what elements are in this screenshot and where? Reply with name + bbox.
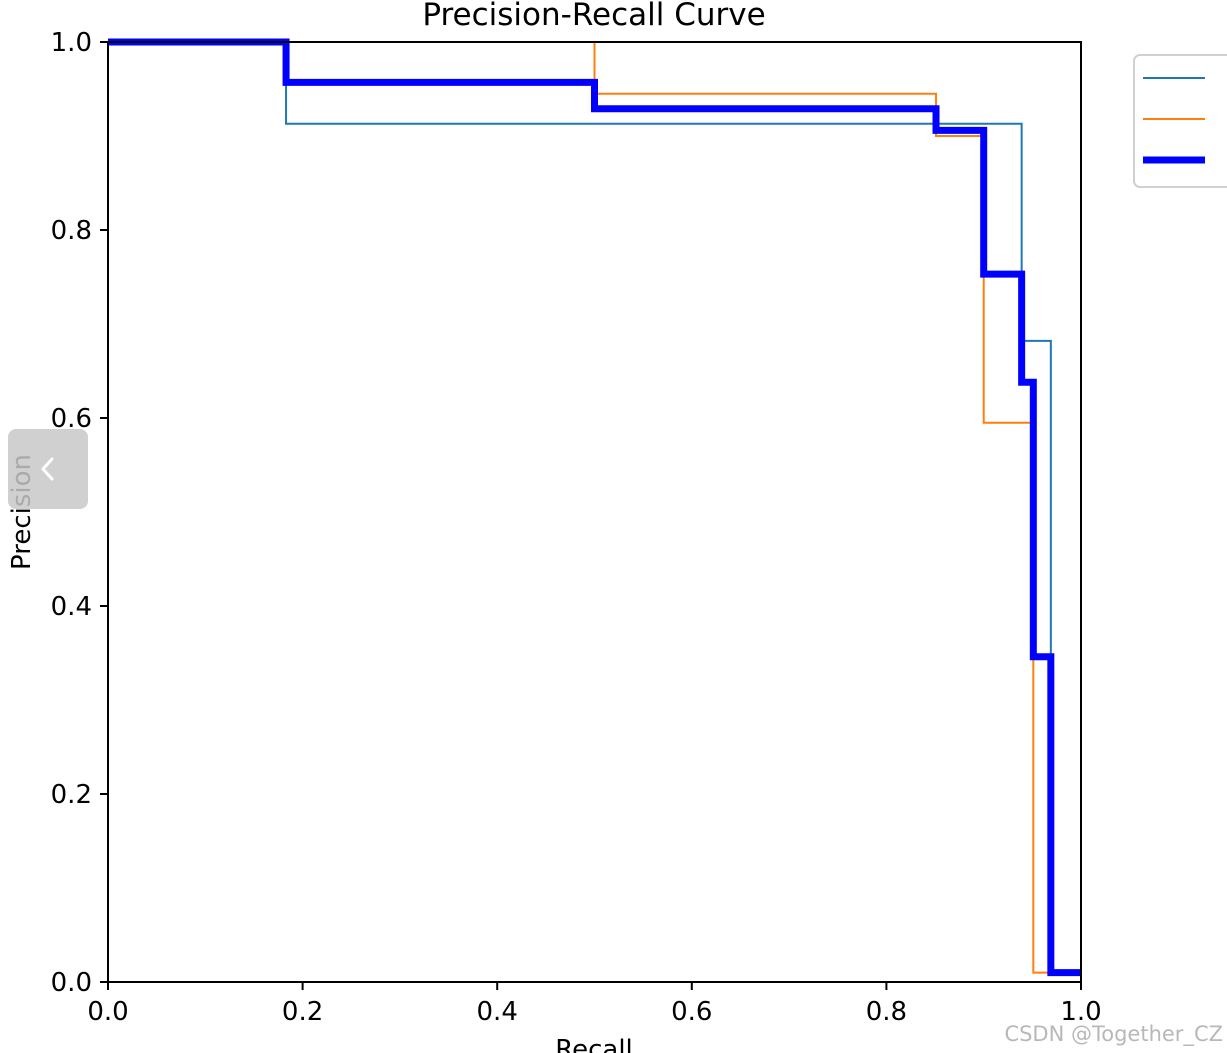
legend [1133,54,1227,188]
plot-area [108,38,1081,977]
watermark: CSDN @Together_CZ [1004,1022,1223,1046]
y-axis: 0.00.20.40.60.81.0 [51,28,108,998]
y-tick-label: 0.4 [51,592,92,622]
series-line-2 [108,41,1081,974]
x-tick-label: 0.2 [282,997,323,1027]
axes-frame [107,41,1082,983]
y-tick-label: 0.2 [51,780,92,810]
series-line-3 [108,38,1081,977]
series-line-1 [108,41,1081,974]
collapse-sidebar-button[interactable] [8,429,88,509]
x-axis: 0.0 0.2 0.4 0.6 0.8 1.0 [87,982,1102,1027]
chart-title: Precision-Recall Curve [422,0,765,33]
legend-box [1133,54,1227,188]
x-axis-title: Recall [555,1035,633,1053]
y-tick-label: 0.8 [51,216,92,246]
x-tick-label: 0.0 [87,997,128,1027]
x-tick-label: 0.4 [477,997,518,1027]
chevron-left-icon [41,457,54,481]
x-tick-label: 0.6 [671,997,712,1027]
y-tick-label: 0.0 [51,968,92,998]
y-tick-label: 1.0 [51,28,92,58]
x-tick-label: 0.8 [866,997,907,1027]
x-tick-label: 1.0 [1060,997,1101,1027]
